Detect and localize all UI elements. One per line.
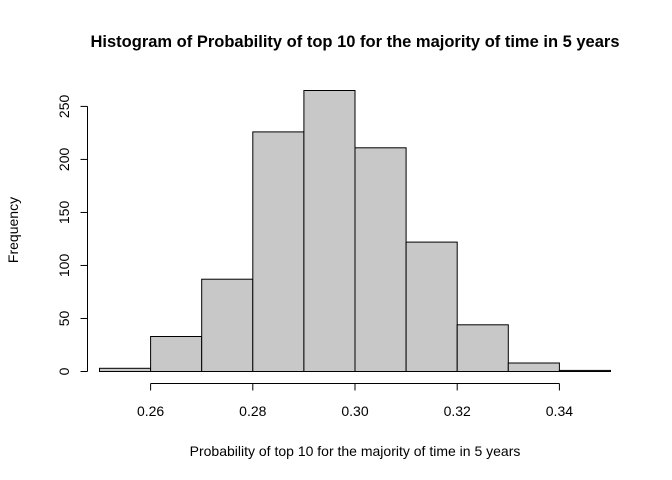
histogram-bar	[456, 324, 509, 372]
histogram-bar	[303, 90, 356, 372]
y-tick-label: 50	[56, 310, 72, 326]
x-axis: 0.26 0.28 0.30 0.32 0.34	[137, 383, 573, 419]
y-tick-label: 150	[56, 201, 72, 225]
histogram-bar	[150, 336, 203, 372]
histogram-bar	[252, 131, 305, 372]
x-axis-label: Probability of top 10 for the majority o…	[190, 443, 521, 459]
y-tick-label: 200	[56, 148, 72, 172]
y-axis-label: Frequency	[5, 197, 21, 263]
histogram-bar	[558, 369, 612, 372]
x-tick-label: 0.34	[546, 403, 573, 419]
x-tick-label: 0.28	[239, 403, 266, 419]
y-tick-label: 100	[56, 254, 72, 278]
histogram-bar	[507, 362, 560, 372]
histogram-bar	[405, 241, 458, 372]
x-tick-label: 0.30	[341, 403, 368, 419]
y-tick-label: 0	[56, 367, 72, 375]
histogram-bar	[99, 367, 152, 372]
x-tick-label: 0.26	[137, 403, 164, 419]
chart-title: Histogram of Probability of top 10 for t…	[90, 33, 619, 51]
histogram-bar	[354, 147, 407, 372]
y-axis: 0 50 100 150 200 250	[56, 95, 88, 375]
x-tick-label: 0.32	[444, 403, 471, 419]
bars-group	[99, 90, 612, 373]
histogram-bar	[201, 278, 254, 373]
y-tick-label: 250	[56, 95, 72, 119]
